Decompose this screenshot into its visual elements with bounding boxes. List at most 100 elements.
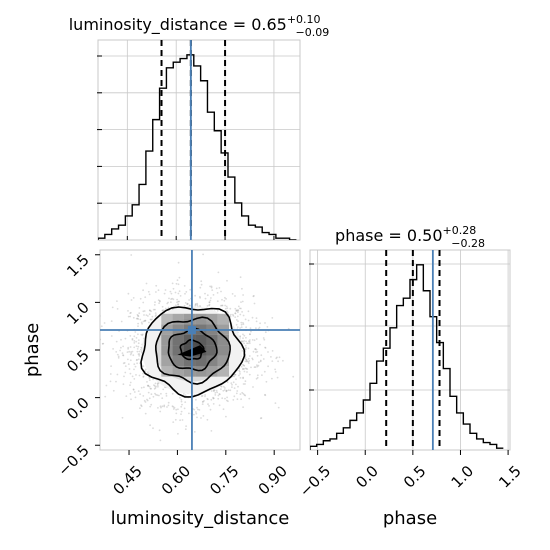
sample-point: [244, 380, 247, 383]
sample-point: [200, 395, 203, 398]
sample-point: [162, 309, 165, 311]
sample-point: [211, 289, 214, 291]
sample-point: [209, 299, 212, 302]
sample-point: [148, 293, 151, 296]
sample-point: [235, 309, 238, 312]
sample-point: [249, 327, 252, 329]
sample-point: [234, 312, 237, 315]
sample-point: [137, 345, 140, 348]
sample-point: [147, 384, 150, 387]
sample-point: [161, 397, 164, 400]
sample-point: [244, 348, 247, 351]
sample-point: [255, 338, 258, 340]
sample-point: [245, 340, 248, 343]
sample-point: [245, 358, 248, 361]
x-tick-label: 1.0: [448, 462, 478, 492]
sample-point: [206, 294, 209, 297]
x-tick-label: −0.5: [296, 462, 334, 500]
sample-point: [172, 287, 175, 290]
x-tick-label: 0.75: [206, 462, 242, 498]
sample-point: [144, 412, 147, 415]
sample-point: [255, 348, 258, 351]
sample-point: [233, 375, 236, 378]
sample-point: [130, 311, 132, 314]
sample-point: [152, 308, 155, 311]
sample-point: [179, 396, 181, 399]
sample-point: [157, 289, 160, 292]
sample-point: [255, 377, 258, 380]
sample-point: [276, 356, 278, 359]
sample-point: [167, 404, 170, 407]
sample-point: [175, 408, 178, 411]
sample-point: [101, 342, 104, 345]
sample-point: [133, 346, 136, 349]
y-axis-label-phase: phase: [22, 323, 43, 377]
sample-point: [127, 292, 130, 295]
sample-point: [150, 310, 153, 313]
sample-point: [262, 337, 265, 339]
sample-point: [199, 295, 201, 298]
sample-point: [231, 386, 233, 388]
sample-point: [143, 399, 146, 402]
sample-point: [127, 310, 129, 312]
sample-point: [133, 368, 135, 371]
sample-point: [230, 382, 233, 384]
sample-point: [226, 279, 228, 282]
sample-point: [153, 384, 155, 386]
sample-point: [179, 419, 182, 422]
sample-point: [140, 404, 142, 407]
sample-point: [137, 358, 140, 361]
density-cell: [172, 334, 184, 346]
sample-point: [282, 359, 284, 362]
density-cell: [161, 313, 173, 325]
sample-point: [154, 301, 156, 304]
sample-point: [236, 326, 239, 329]
sample-point: [141, 333, 144, 336]
sample-point: [209, 285, 212, 288]
sample-point: [183, 393, 185, 395]
sample-point: [186, 303, 189, 305]
title-minus: −0.28: [451, 237, 485, 250]
sample-point: [144, 296, 147, 299]
sample-point: [127, 348, 129, 350]
sample-point: [234, 316, 237, 318]
sample-point: [235, 310, 238, 312]
sample-point: [249, 339, 251, 341]
sample-point: [115, 351, 118, 353]
sample-point: [180, 400, 183, 403]
sample-point: [150, 393, 153, 396]
sample-point: [141, 322, 144, 325]
sample-point: [245, 326, 248, 329]
sample-point: [247, 357, 250, 360]
sample-point: [138, 312, 141, 315]
sample-point: [256, 354, 259, 357]
sample-point: [159, 410, 162, 413]
sample-point: [217, 271, 220, 274]
sample-point: [238, 374, 240, 377]
sample-point: [258, 326, 261, 329]
sample-point: [225, 399, 228, 402]
sample-point: [189, 304, 191, 307]
sample-point: [212, 403, 215, 405]
sample-point: [220, 304, 222, 307]
sample-point: [181, 419, 184, 421]
sample-point: [172, 421, 175, 423]
sample-point: [153, 385, 156, 387]
sample-point: [248, 340, 250, 342]
density-cell: [206, 313, 218, 325]
sample-point: [178, 290, 181, 293]
sample-point: [157, 299, 160, 302]
sample-point: [170, 292, 173, 295]
sample-point: [149, 405, 152, 408]
sample-point: [137, 314, 139, 317]
density-cell: [217, 355, 230, 367]
sample-point: [271, 317, 274, 319]
sample-point: [208, 405, 210, 407]
sample-point: [149, 318, 152, 321]
y-tick-label: 0.5: [63, 346, 93, 376]
sample-point: [277, 360, 279, 363]
sample-point: [131, 337, 134, 340]
sample-point: [171, 297, 174, 300]
sample-point: [202, 400, 204, 403]
